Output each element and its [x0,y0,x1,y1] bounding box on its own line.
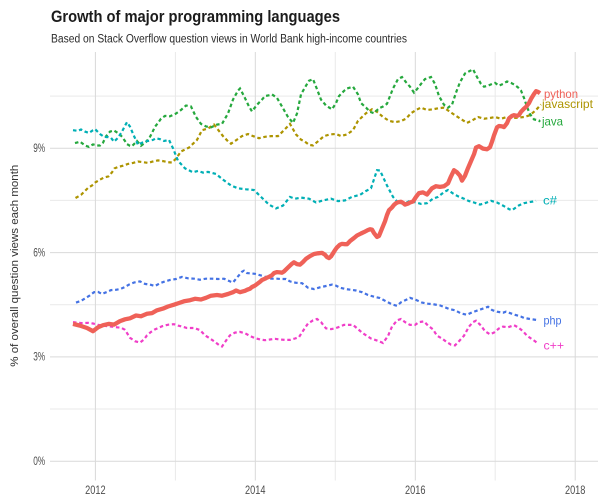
svg-text:c++: c++ [544,339,565,353]
svg-text:3%: 3% [33,352,45,364]
svg-text:Growth of major programming la: Growth of major programming languages [51,7,340,26]
svg-text:2016: 2016 [405,485,426,497]
svg-text:2014: 2014 [245,485,266,497]
svg-text:php: php [544,314,562,328]
svg-text:% of overall question views ea: % of overall question views each month [9,165,21,367]
svg-text:9%: 9% [33,143,45,155]
svg-text:6%: 6% [33,247,45,259]
svg-text:python: python [544,87,578,101]
svg-text:0%: 0% [33,456,45,468]
svg-text:java: java [541,115,563,129]
svg-text:javascript: javascript [541,97,594,111]
svg-text:Based on Stack Overflow questi: Based on Stack Overflow question views i… [51,34,407,46]
svg-text:c#: c# [543,194,557,208]
svg-text:2018: 2018 [565,485,586,497]
svg-text:2012: 2012 [85,485,106,497]
